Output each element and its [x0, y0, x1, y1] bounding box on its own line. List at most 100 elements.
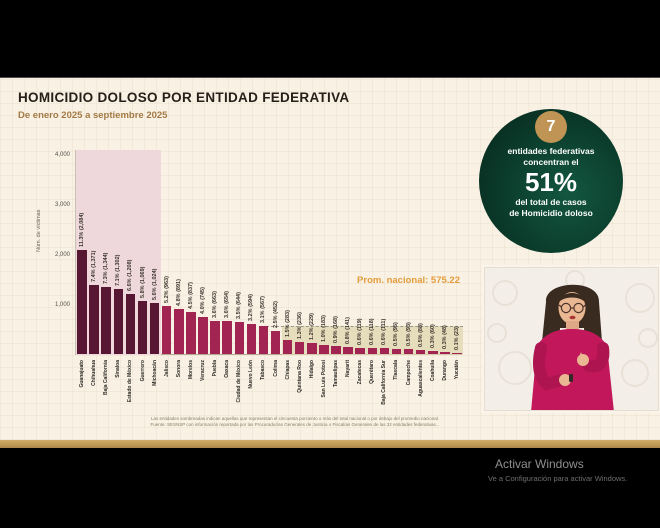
bar-value-label: 6.6% (1,208) [127, 259, 134, 291]
x-axis-state-label: Chiapas [284, 360, 291, 380]
bar-value-label: 3.1% (567) [260, 295, 267, 323]
sign-interpreter-video [484, 267, 659, 411]
bar-value-label: 2.5% (452) [272, 301, 279, 329]
insight-line2: concentran el [523, 156, 579, 167]
bar-value-label: 4.5% (837) [187, 282, 194, 310]
bar-value-label: 0.3% (60) [429, 324, 436, 348]
x-axis-state-label: Tlaxcala [393, 360, 400, 380]
page-subtitle: De enero 2025 a septiembre 2025 [18, 110, 168, 121]
windows-activation-subtitle: Ve a Configuración para activar Windows. [488, 474, 628, 483]
x-axis-state-label: Zacatecas [357, 360, 364, 385]
x-axis-state-label: San Luis Potosí [320, 360, 327, 398]
bar [149, 302, 160, 354]
bar [89, 285, 99, 354]
bar [452, 352, 462, 354]
y-tick-label: 3,000 [54, 201, 70, 208]
x-axis-state-label: Quintana Roo [296, 360, 303, 393]
presentation-slide: HOMICIDIO DOLOSO POR ENTIDAD FEDERATIVA … [0, 78, 660, 440]
x-axis-state-label: Sinaloa [115, 360, 122, 378]
bar-value-label: 0.5% (93) [405, 322, 412, 347]
bar [113, 288, 124, 354]
bar [294, 342, 305, 354]
bar-value-label: 3.6% (654) [224, 291, 231, 319]
bar [428, 351, 438, 354]
insight-line1: entidades federativas [507, 146, 595, 156]
bar-value-label: 7.4% (1,371) [91, 250, 98, 283]
bar-value-label: 5.8% (1,069) [139, 266, 146, 298]
bar [391, 349, 402, 354]
x-axis-state-label: Jalisco [163, 360, 170, 377]
bar-value-label: 7.1% (1,302) [115, 254, 122, 286]
bar [125, 293, 136, 354]
plot-area: 11.3% (2,084) Guanajuato 7.4% (1,371) Chihu… [75, 150, 463, 405]
bar [307, 342, 317, 354]
bar-value-label: 5.2% (963) [163, 275, 170, 303]
bar [415, 349, 426, 354]
bar-value-label: 0.3% (48) [441, 324, 448, 349]
letterbox-top [0, 0, 660, 78]
x-axis-state-label: Michoacán [151, 360, 158, 386]
page-title: HOMICIDIO DOLOSO POR ENTIDAD FEDERATIVA [18, 90, 350, 105]
bar-value-label: 1.0% (183) [320, 314, 327, 342]
bar-value-label: 0.1% (23) [453, 325, 460, 350]
bar-value-label: 0.6% (111) [381, 319, 388, 346]
bar-value-label: 3.2% (594) [248, 294, 255, 322]
hands [559, 352, 589, 386]
bar [161, 305, 172, 354]
x-axis-state-label: Oaxaca [224, 360, 231, 378]
x-axis-state-label: Nayarit [345, 360, 352, 377]
x-axis-state-label: Durango [441, 360, 448, 381]
bar [198, 316, 208, 354]
mouth [569, 315, 576, 320]
x-axis-state-label: Veracruz [199, 360, 206, 381]
bar [210, 320, 220, 354]
letterbox-bottom [0, 448, 660, 528]
x-axis-state-label: Baja California Sur [381, 360, 388, 405]
footnote-line2: Fuente: SESNSP con información reportada… [150, 421, 440, 427]
national-average-line [266, 326, 463, 328]
bar-value-label: 4.0% (745) [199, 286, 206, 314]
insight-percentage: 51% [524, 167, 578, 197]
torso [531, 329, 614, 410]
bar [246, 324, 257, 354]
bar [186, 312, 196, 354]
bar-value-label: 0.6% (119) [357, 318, 364, 346]
glasses [558, 302, 586, 314]
bar [137, 300, 148, 354]
bar-value-label: 4.8% (891) [175, 279, 182, 307]
insight-count-badge: 7 [535, 111, 567, 143]
bar-value-label: 7.3% (1,344) [103, 252, 110, 284]
bar-value-label: 11.3% (2,084) [79, 212, 86, 247]
bar-value-label: 0.5% (88) [417, 322, 424, 347]
y-axis-label: Núm. de víctimas [36, 209, 42, 252]
bar-value-label: 1.5% (283) [284, 309, 291, 337]
bar [331, 345, 341, 354]
x-axis-state-label: Guanajuato [79, 360, 86, 388]
bar [270, 331, 281, 354]
x-axis-state-label: Baja California [103, 360, 110, 396]
x-axis-state-label: Yucatán [453, 360, 460, 380]
bar-value-label: 0.9% (168) [333, 315, 340, 343]
bar [379, 348, 390, 354]
x-axis-state-label: Puebla [212, 360, 219, 377]
bar [440, 351, 450, 354]
insight-line3: del total de casos [515, 197, 587, 207]
bar [234, 321, 244, 354]
national-average-annotation: Prom. nacional: 575.22 [357, 275, 460, 286]
x-axis-state-label: Campeche [405, 360, 412, 386]
y-tick-label: 4,000 [54, 151, 70, 158]
bar [101, 286, 111, 354]
x-axis-state-label: Estado de México [127, 360, 134, 403]
x-axis-state-label: Colima [272, 360, 279, 377]
footnote-line1: Las entidades sombreadas indican aquella… [151, 416, 439, 421]
bar-value-label: 3.6% (663) [212, 290, 219, 318]
bar-value-label: 0.5% (95) [393, 322, 400, 347]
x-axis-state-label: Morelos [187, 360, 194, 380]
bar [355, 348, 365, 354]
x-axis-state-label: Guerrero [139, 360, 146, 382]
bar [319, 344, 329, 354]
x-axis-state-label: Chihuahua [91, 360, 98, 386]
watch [569, 374, 573, 382]
x-axis-state-label: Sonora [175, 360, 182, 378]
bar [282, 339, 293, 354]
